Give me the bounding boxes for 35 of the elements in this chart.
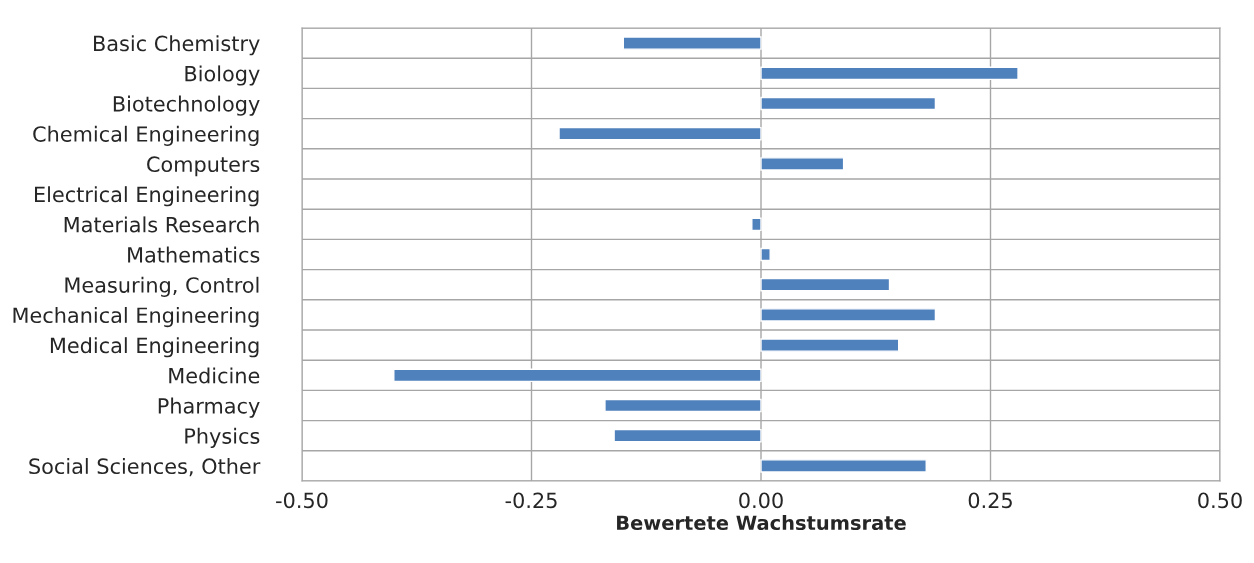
x-tick-label: 0.00 (739, 492, 783, 509)
bar (760, 66, 1019, 81)
bar (622, 36, 762, 50)
y-tick-label: Measuring, Control (65, 276, 259, 297)
y-tick-label: Mechanical Engineering (13, 306, 259, 328)
y-tick-label: Chemical Engineering (33, 125, 259, 146)
y-tick-label: Mathematics (128, 246, 260, 263)
bar (613, 428, 762, 443)
y-tick-label: Computers (147, 156, 260, 177)
x-tick-label: 0.25 (968, 492, 1012, 509)
x-tick-label: -0.25 (505, 492, 557, 509)
x-tick-label: 0.50 (1198, 492, 1242, 509)
bar (760, 157, 845, 171)
y-tick-label: Biology (185, 65, 260, 86)
y-tick-label: Materials Research (64, 216, 259, 233)
bar (393, 368, 762, 383)
bar (604, 398, 762, 413)
bar (558, 126, 762, 141)
y-tick-label: Biotechnology (113, 95, 260, 116)
x-axis-title: Bewertete Wachstumsrate (617, 515, 906, 531)
bar (760, 338, 900, 352)
y-tick-label: Social Sciences, Other (29, 457, 261, 477)
y-tick-label: Medical Engineering (50, 337, 259, 358)
y-tick-label: Physics (185, 427, 260, 448)
y-tick-label: Pharmacy (158, 397, 260, 418)
bar (760, 247, 771, 262)
x-tick-label: -0.50 (276, 492, 328, 509)
bar (760, 96, 937, 111)
bar (760, 459, 927, 473)
bar (760, 308, 937, 322)
y-tick-label: Medicine (169, 367, 260, 384)
y-tick-label: Basic Chemistry (94, 35, 260, 56)
y-tick-label: Electrical Engineering (35, 186, 259, 207)
bar (760, 277, 891, 292)
bar (751, 217, 762, 232)
